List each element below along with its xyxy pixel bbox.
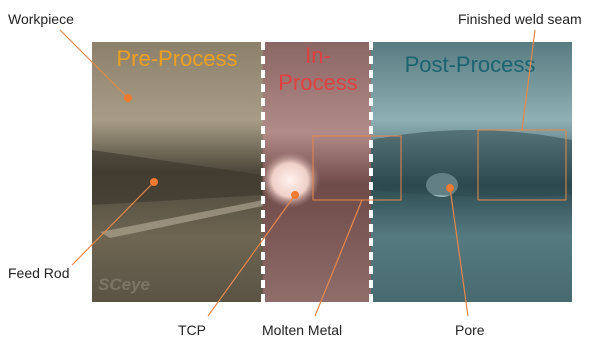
molten-pool <box>260 152 320 208</box>
logo: SCeye <box>98 275 150 294</box>
callout-label: Pore <box>455 322 485 338</box>
callout-label: Molten Metal <box>262 322 342 338</box>
marker-dot <box>150 178 158 186</box>
panel-label: Pre-Process <box>116 46 237 71</box>
marker-dot <box>446 184 454 192</box>
panel-label: Post-Process <box>405 52 536 77</box>
marker-dot <box>291 191 299 199</box>
panel-label: Process <box>278 70 357 95</box>
callout-label: Feed Rod <box>8 265 69 281</box>
callout-label: Finished weld seam <box>458 11 582 27</box>
panel-label: In- <box>305 43 331 68</box>
callout-label: TCP <box>178 322 206 338</box>
marker-dot <box>124 94 132 102</box>
callout-label: Workpiece <box>8 11 74 27</box>
diagram: Pre-Process In- Process Post-Process SCe… <box>0 0 614 342</box>
